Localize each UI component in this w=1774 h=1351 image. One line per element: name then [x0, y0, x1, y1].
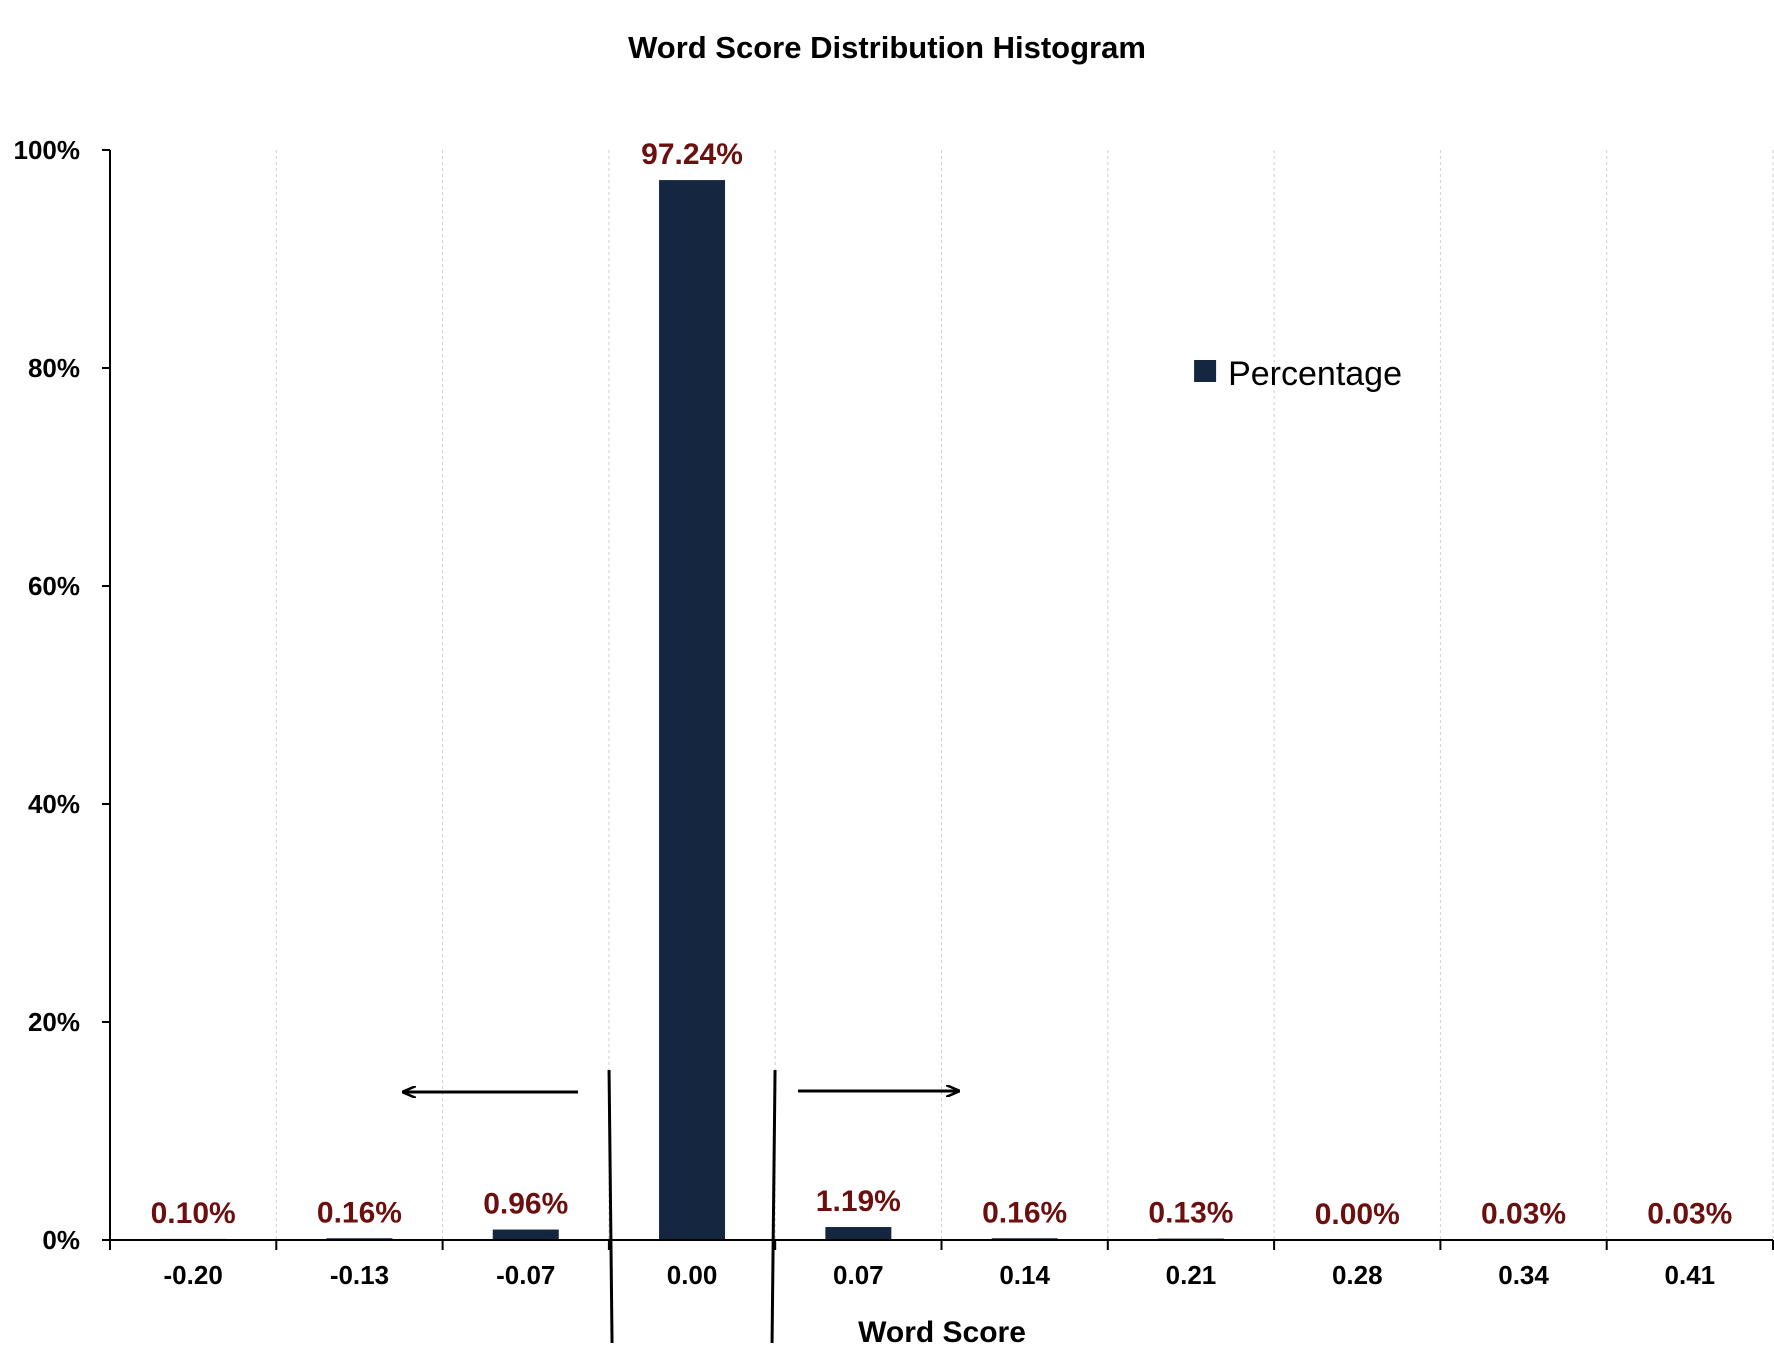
x-tick-label: 0.14 [999, 1260, 1050, 1290]
legend: Percentage [1194, 355, 1402, 393]
axes [102, 149, 1774, 1250]
x-tick-label: 0.00 [667, 1260, 718, 1290]
x-tick-label: 0.34 [1498, 1260, 1549, 1290]
x-tick-label: 0.41 [1665, 1260, 1716, 1290]
data-label: 97.24% [641, 138, 743, 171]
legend-label: Percentage [1228, 355, 1402, 393]
y-tick-label: 0% [42, 1225, 80, 1255]
data-label: 0.03% [1647, 1198, 1732, 1231]
data-labels: 0.10% 0.16% 0.96% 97.24% 1.19% 0.16% 0.13% 0.00… [151, 138, 1733, 1231]
x-tick-label: 0.07 [833, 1260, 884, 1290]
annotations [404, 1069, 958, 1344]
x-axis-title: Word Score [858, 1316, 1026, 1349]
x-tick-label: -0.07 [496, 1260, 555, 1290]
grid-lines [275, 150, 1774, 1240]
legend-swatch [1194, 360, 1217, 382]
bar [659, 180, 726, 1241]
data-label: 0.03% [1481, 1198, 1566, 1231]
y-tick-label: 100% [14, 135, 81, 165]
y-tick-label: 40% [28, 789, 80, 819]
data-label: 1.19% [816, 1185, 901, 1218]
data-label: 0.00% [1315, 1198, 1400, 1231]
x-tick-label: -0.20 [164, 1260, 223, 1290]
x-tick-label: -0.13 [330, 1260, 389, 1290]
y-tick-label: 60% [28, 571, 80, 601]
data-label: 0.13% [1148, 1197, 1233, 1230]
bar [825, 1227, 892, 1240]
y-tick-label: 20% [28, 1007, 80, 1037]
divider-line-right [770, 1069, 777, 1344]
data-label: 0.16% [317, 1196, 402, 1229]
bar [492, 1229, 559, 1240]
data-label: 0.96% [483, 1188, 568, 1221]
tick-labels: 0% 20% 40% 60% 80% 100% -0.20 -0.13 -0.07 0.00 0.0… [14, 135, 1716, 1290]
divider-line-left [607, 1069, 614, 1344]
x-tick-label: 0.28 [1332, 1260, 1383, 1290]
x-tick-label: 0.21 [1166, 1260, 1217, 1290]
y-tick-label: 80% [28, 353, 80, 383]
chart-title: Word Score Distribution Histogram [628, 30, 1146, 65]
data-label: 0.10% [151, 1197, 236, 1230]
data-label: 0.16% [982, 1196, 1067, 1229]
